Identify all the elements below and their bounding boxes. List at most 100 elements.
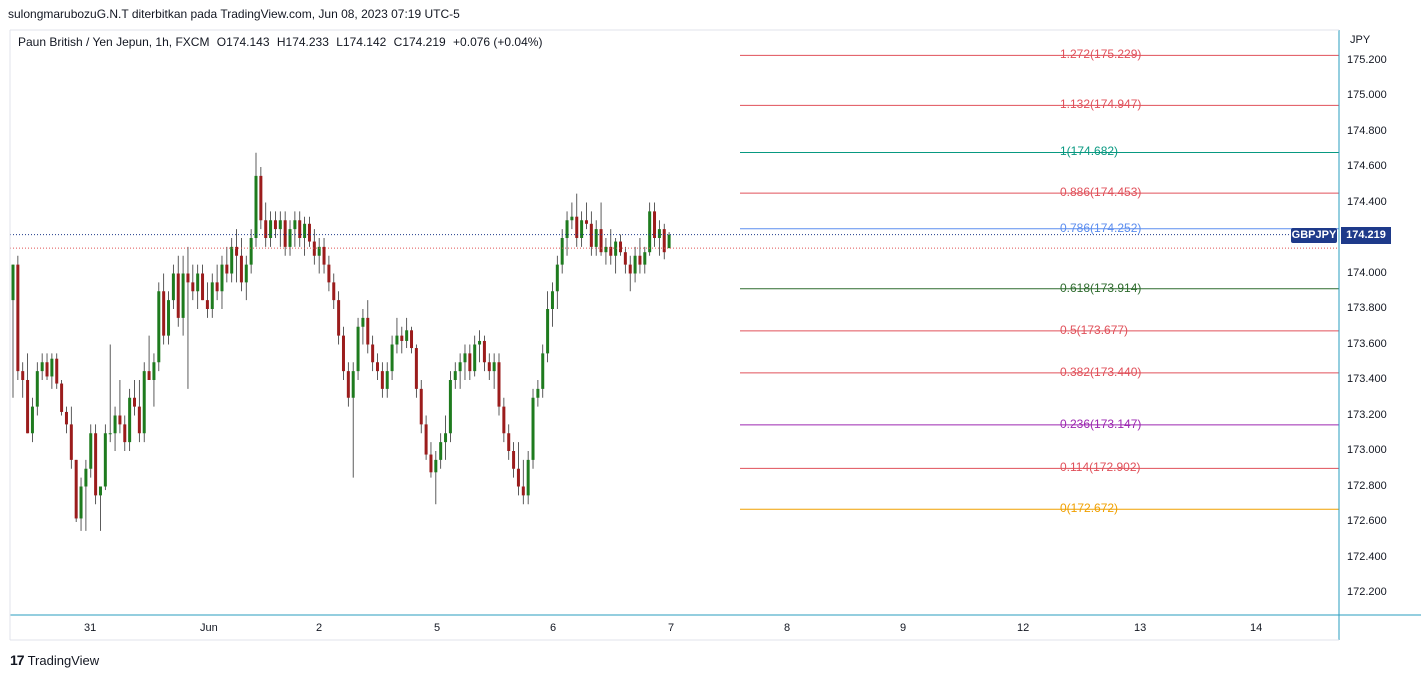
time-tick-label: 9 xyxy=(900,622,907,634)
currency-label: JPY xyxy=(1350,34,1371,46)
fib-level-label: 0.5(173.677) xyxy=(1060,322,1129,337)
time-tick-label: 8 xyxy=(784,622,791,634)
candle-bearish xyxy=(516,468,520,487)
candle-bearish xyxy=(400,335,404,341)
candle-bearish xyxy=(410,330,414,349)
candle-bearish xyxy=(191,282,195,292)
candle-bearish xyxy=(346,371,350,398)
candle-bearish xyxy=(419,388,423,425)
low-value: L174.142 xyxy=(336,35,387,49)
candle-bullish xyxy=(317,246,321,256)
candle-bearish xyxy=(584,220,588,224)
candle-bullish xyxy=(40,362,44,372)
fib-level-label: 1(174.682) xyxy=(1060,144,1119,159)
candle-bullish xyxy=(531,397,535,460)
candle-bearish xyxy=(60,383,64,412)
candle-bearish xyxy=(64,411,68,425)
tradingview-logo-icon: 17 xyxy=(10,652,25,668)
symbol-title[interactable]: Paun British / Yen Jepun, 1h, FXCM xyxy=(18,35,210,49)
candle-bearish xyxy=(133,397,136,407)
candle-bearish xyxy=(74,459,78,519)
candle-bullish xyxy=(444,433,448,443)
candle-bearish xyxy=(264,220,268,238)
candle-bearish xyxy=(186,273,190,283)
current-price-badge: 174.219 xyxy=(1341,227,1391,244)
candle-bullish xyxy=(171,273,175,301)
candle-bearish xyxy=(487,362,491,372)
time-tick-label: 12 xyxy=(1017,622,1030,634)
candle-bearish xyxy=(259,175,263,221)
candle-bearish xyxy=(653,211,657,238)
candle-bearish xyxy=(638,255,642,265)
candle-bearish xyxy=(201,273,205,301)
candle-bearish xyxy=(21,371,25,380)
candle-bearish xyxy=(55,358,59,384)
candle-bearish xyxy=(376,362,379,372)
candle-bearish xyxy=(312,241,316,256)
candle-bullish xyxy=(11,264,15,301)
candle-bearish xyxy=(283,220,287,247)
candle-bullish xyxy=(458,362,462,372)
candle-bearish xyxy=(380,371,384,389)
time-tick-label: 2 xyxy=(316,622,323,634)
candle-bullish xyxy=(303,223,307,238)
candle-bullish xyxy=(167,300,171,336)
price-tick-label: 174.600 xyxy=(1347,160,1387,172)
candle-bullish xyxy=(293,220,297,230)
tradingview-brand[interactable]: 17 TradingView xyxy=(10,652,99,668)
candle-bullish xyxy=(385,371,389,389)
candle-bullish xyxy=(89,433,93,469)
candle-bearish xyxy=(205,300,209,309)
candle-bearish xyxy=(235,246,239,256)
candle-bearish xyxy=(619,241,622,253)
candle-bearish xyxy=(341,335,345,372)
candle-bearish xyxy=(623,252,627,265)
candle-bearish xyxy=(371,344,375,363)
candle-bullish xyxy=(108,433,112,435)
candle-bullish xyxy=(50,358,54,377)
candle-bearish xyxy=(512,451,516,469)
candle-bearish xyxy=(239,255,243,283)
candle-bullish xyxy=(643,252,647,265)
candle-bullish xyxy=(395,335,399,345)
candle-bullish xyxy=(30,406,34,434)
time-tick-label: Jun xyxy=(200,622,218,634)
candle-bullish xyxy=(439,442,443,460)
candle-bearish xyxy=(468,353,472,372)
time-tick-label: 13 xyxy=(1134,622,1147,634)
candle-bearish xyxy=(176,273,180,318)
fib-level-label: 1.272(175.229) xyxy=(1060,47,1142,62)
high-value: H174.233 xyxy=(276,35,329,49)
candle-bearish xyxy=(147,371,151,380)
fibonacci-lines xyxy=(740,54,1339,510)
candle-bearish xyxy=(16,264,20,372)
candle-bearish xyxy=(521,486,525,496)
candle-bearish xyxy=(137,406,141,434)
fib-level-label: 0.382(173.440) xyxy=(1060,364,1142,379)
price-tick-label: 174.800 xyxy=(1347,124,1387,137)
price-tick-label: 175.000 xyxy=(1347,89,1387,101)
candle-bullish xyxy=(405,330,409,341)
candle-bearish xyxy=(414,348,418,389)
candle-bullish xyxy=(152,362,156,380)
candle-bearish xyxy=(307,223,311,242)
candle-bearish xyxy=(332,282,336,301)
price-tick-label: 173.600 xyxy=(1347,337,1387,350)
candle-bullish xyxy=(230,246,234,274)
candle-bearish xyxy=(337,300,341,336)
candle-bullish xyxy=(351,371,355,398)
candle-bearish xyxy=(502,406,506,434)
candle-bullish xyxy=(463,353,467,363)
candle-bullish xyxy=(594,229,598,247)
candle-bearish xyxy=(94,433,98,496)
candle-bearish xyxy=(273,220,277,230)
candle-bearish xyxy=(26,380,30,434)
candle-bearish xyxy=(482,340,486,363)
open-value: O174.143 xyxy=(216,35,270,49)
candle-bearish xyxy=(69,424,73,460)
candle-bullish xyxy=(560,238,564,265)
candle-bullish xyxy=(220,264,224,292)
candle-bearish xyxy=(589,223,593,247)
time-tick-label: 5 xyxy=(434,622,441,634)
